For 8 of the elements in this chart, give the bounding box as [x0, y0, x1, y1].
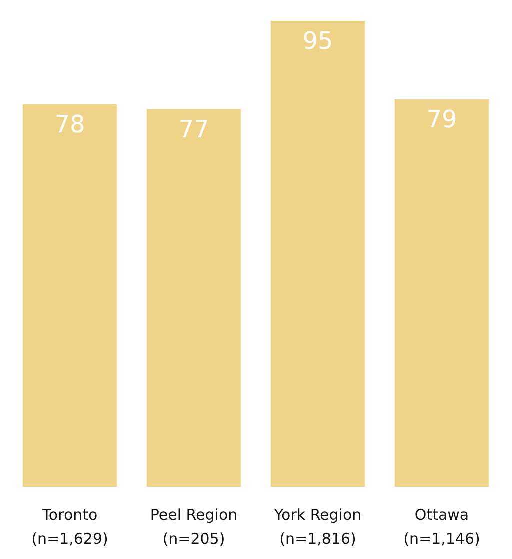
x-tick-label: York Region (n=1,816) [273, 506, 362, 548]
data-label: 79 [426, 105, 458, 134]
data-label: 95 [302, 27, 334, 55]
x-tick-label: Toronto (n=1,629) [32, 506, 108, 548]
x-tick-label: Peel Region (n=205) [150, 506, 238, 548]
data-label: 77 [178, 115, 210, 144]
data-label: 78 [54, 110, 86, 138]
x-tick-label: Ottawa (n=1,146) [404, 506, 480, 548]
